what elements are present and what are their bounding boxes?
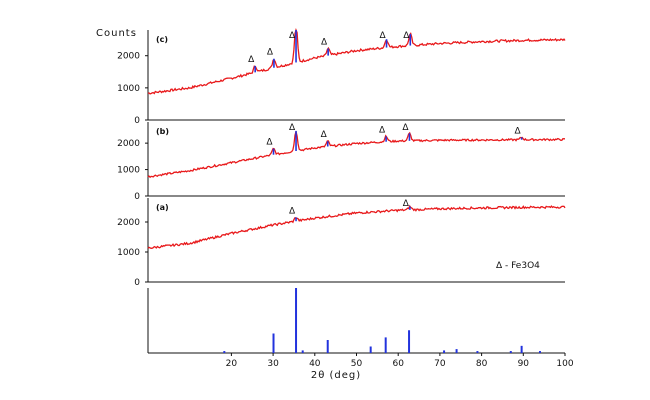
x-tick-label: 20: [226, 359, 238, 369]
legend-fe3o4: Δ - Fe3O4: [496, 261, 540, 271]
fe3o4-marker: Δ: [266, 138, 273, 148]
x-tick-label: 60: [392, 359, 404, 369]
fe3o4-marker: Δ: [289, 31, 296, 41]
panel-label: (a): [156, 203, 169, 212]
x-tick-label: 100: [556, 359, 573, 369]
y-tick-label: 2000: [117, 52, 140, 62]
y-axis-title: Counts: [96, 28, 137, 39]
fe3o4-marker: Δ: [321, 38, 328, 48]
panel-3: 0 1000 2000 (a) Δ Δ: [117, 198, 566, 288]
y-tick-label: 1000: [117, 166, 140, 176]
panel-label: (c): [156, 35, 168, 44]
y-tick-label: 0: [134, 192, 140, 202]
fe3o4-marker: Δ: [403, 31, 410, 41]
pattern-line: [147, 204, 566, 249]
fe3o4-marker: Δ: [321, 130, 328, 140]
fe3o4-marker: Δ: [267, 48, 274, 58]
x-tick-label: 50: [351, 359, 363, 369]
y-tick-label: 0: [134, 278, 140, 288]
fe3o4-marker: Δ: [379, 31, 386, 41]
x-axis-title: 2θ (deg): [311, 370, 361, 381]
fe3o4-marker: Δ: [402, 123, 409, 133]
y-tick-label: 1000: [117, 84, 140, 94]
fe3o4-marker: Δ: [289, 123, 296, 133]
y-tick-label: 2000: [117, 218, 140, 228]
fe3o4-marker: Δ: [515, 126, 522, 136]
y-tick-label: 2000: [117, 139, 140, 149]
panel-2: 0 1000 2000 (b) Δ Δ Δ Δ Δ Δ: [117, 122, 565, 202]
x-tick-label: 30: [267, 359, 279, 369]
panels-layer: 0 1000 2000 (c) Δ Δ Δ Δ Δ Δ 0 1000 2000 (b) Δ Δ Δ Δ Δ Δ 0 100…: [117, 28, 566, 288]
y-tick-label: 0: [134, 116, 140, 126]
pattern-line: [147, 28, 566, 95]
panel-label: (b): [156, 127, 169, 136]
fe3o4-marker: Δ: [289, 206, 296, 216]
x-tick-label: 70: [434, 359, 446, 369]
x-tick-label: 40: [309, 359, 321, 369]
reference-pattern: 20 30 40 50 60 70 80 90 100: [147, 288, 574, 369]
x-tick-label: 80: [476, 359, 488, 369]
pattern-line: [147, 131, 565, 179]
fe3o4-marker: Δ: [379, 125, 386, 135]
fe3o4-marker: Δ: [248, 55, 255, 65]
x-tick-label: 90: [518, 359, 530, 369]
y-tick-label: 1000: [117, 248, 140, 258]
panel-1: 0 1000 2000 (c) Δ Δ Δ Δ Δ Δ: [117, 28, 566, 126]
fe3o4-marker: Δ: [403, 199, 410, 209]
